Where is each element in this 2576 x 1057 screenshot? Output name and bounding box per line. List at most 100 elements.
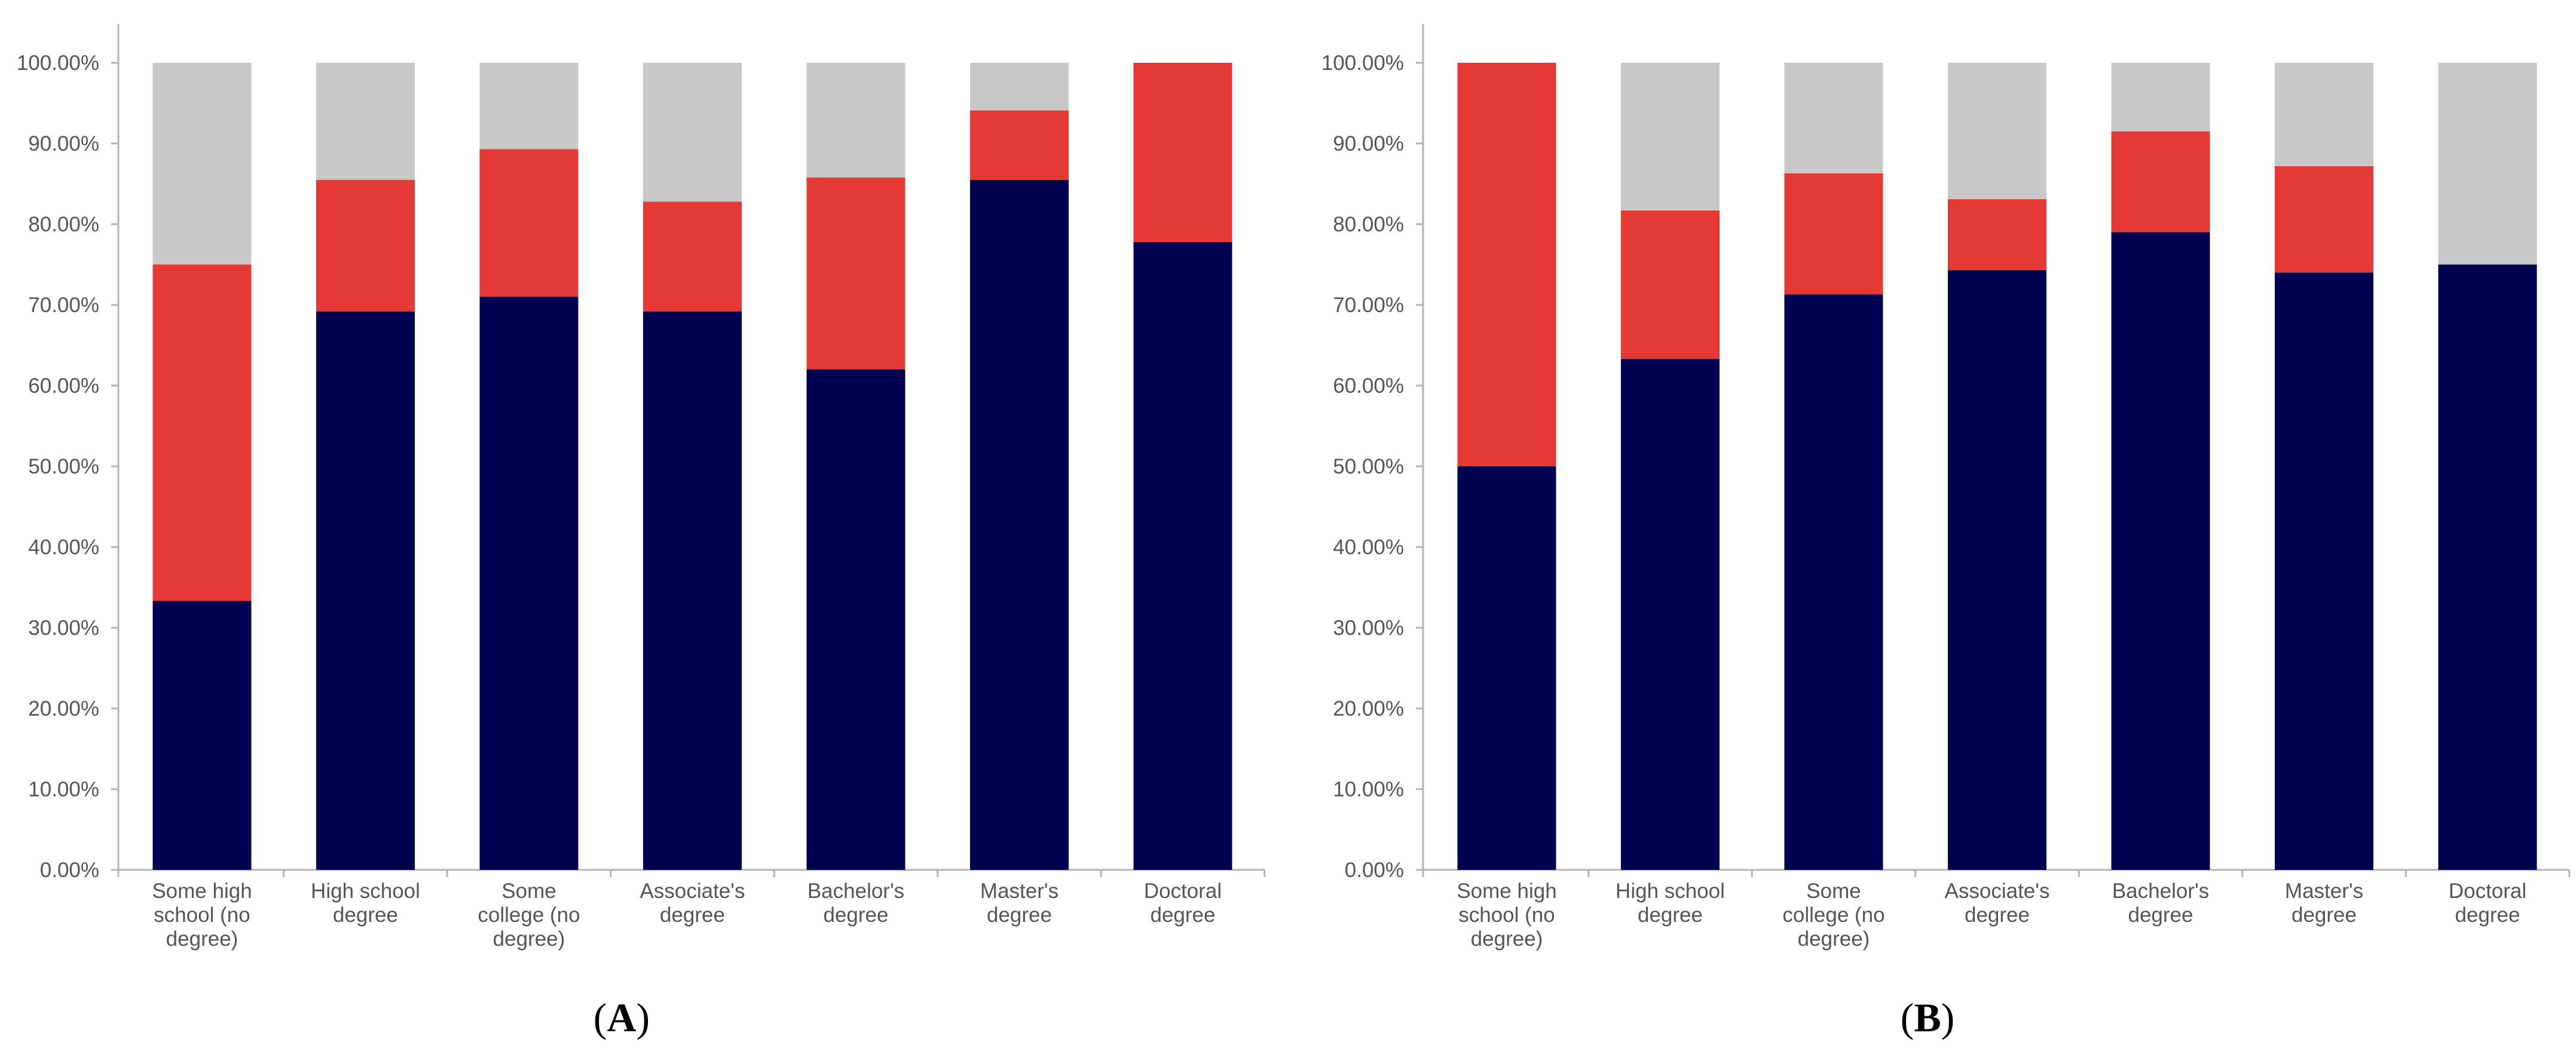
- panel-label: (A): [593, 995, 650, 1040]
- x-category-label: Master's degree: [2285, 879, 2363, 927]
- x-category-label: Associate's degree: [1945, 879, 2050, 927]
- y-tick-label: 50.00%: [1333, 455, 1404, 478]
- bar-segment-middle: [1948, 199, 2046, 270]
- y-tick-label: 70.00%: [28, 294, 99, 317]
- x-category-label-line: Some: [1806, 879, 1861, 903]
- bar-segment-middle: [643, 201, 742, 311]
- x-category-label-line: college (no: [478, 903, 580, 927]
- bar-segment-bottom: [1784, 294, 1883, 870]
- bar-segment-bottom: [1133, 242, 1232, 870]
- x-category-label-line: degree): [493, 927, 565, 951]
- bar-segment-bottom: [152, 601, 252, 870]
- bar-segment-top: [152, 63, 252, 265]
- bar-segment-top: [2111, 63, 2210, 132]
- x-category-label-line: Some high: [152, 879, 252, 903]
- bar-segment-bottom: [479, 297, 579, 870]
- bar-segment-top: [970, 63, 1069, 111]
- y-tick-label: 90.00%: [28, 132, 99, 155]
- x-category-label-line: degree): [1798, 927, 1870, 951]
- x-category-label-line: degree: [660, 903, 725, 927]
- y-tick-label: 80.00%: [1333, 213, 1404, 236]
- bar-segment-top: [2438, 63, 2537, 265]
- y-tick-label: 20.00%: [1333, 697, 1404, 720]
- bar-segment-top: [316, 63, 415, 180]
- x-category-label: Bachelor's degree: [807, 879, 904, 927]
- x-category-label: Some college (no degree): [1782, 879, 1884, 951]
- y-tick-label: 90.00%: [1333, 132, 1404, 155]
- x-category-label-line: Master's: [980, 879, 1058, 903]
- bar-segment-middle: [479, 149, 579, 297]
- x-category-label-line: degree: [824, 903, 889, 927]
- bar-segment-bottom: [2111, 232, 2210, 870]
- bar-segment-middle: [316, 179, 415, 311]
- x-category-label-line: school (no: [154, 903, 250, 927]
- bar-segment-bottom: [1457, 466, 1556, 870]
- bar-segment-top: [806, 63, 905, 178]
- x-category-label: Associate's degree: [640, 879, 745, 927]
- panel-label-letter: A: [607, 995, 636, 1040]
- bar-segment-top: [1784, 63, 1883, 173]
- bar-segment-top: [643, 63, 742, 202]
- x-category-label-line: Associate's: [640, 879, 745, 903]
- x-category-label-line: degree): [166, 927, 238, 951]
- x-category-label-line: Bachelor's: [2112, 879, 2209, 903]
- bar-segment-top: [1621, 63, 1720, 211]
- y-tick-label: 70.00%: [1333, 294, 1404, 317]
- panel-label-close: ): [1941, 995, 1955, 1040]
- bar-segment-bottom: [1621, 359, 1720, 870]
- y-tick-label: 0.00%: [1345, 859, 1404, 882]
- bar-segment-bottom: [1948, 270, 2046, 870]
- bar-segment-top: [1948, 63, 2046, 200]
- bar-segment-top: [2275, 63, 2373, 166]
- x-category-label-line: High school: [1616, 879, 1725, 903]
- y-tick-label: 60.00%: [28, 374, 99, 398]
- y-tick-label: 60.00%: [1333, 374, 1404, 398]
- x-category-label-line: degree: [2455, 903, 2520, 927]
- panel-label-close: ): [637, 995, 650, 1040]
- bar-segment-middle: [970, 110, 1069, 180]
- y-tick-label: 40.00%: [1333, 536, 1404, 559]
- x-category-label-line: Doctoral: [1144, 879, 1222, 903]
- bar-segment-bottom: [806, 369, 905, 870]
- x-category-label: High school degree: [1616, 879, 1725, 927]
- x-category-label-line: degree: [2128, 903, 2193, 927]
- y-tick-label: 10.00%: [28, 778, 99, 801]
- panel-label-open: (: [593, 995, 607, 1040]
- y-tick-label: 30.00%: [28, 616, 99, 640]
- panel-label: (B): [1901, 995, 1955, 1040]
- bar-segment-middle: [1133, 63, 1232, 242]
- x-category-label-line: Some high: [1457, 879, 1556, 903]
- x-category-label-line: school (no: [1458, 903, 1555, 927]
- y-tick-label: 30.00%: [1333, 616, 1404, 640]
- x-category-label: Bachelor's degree: [2112, 879, 2209, 927]
- x-category-label-line: degree): [1471, 927, 1543, 951]
- y-tick-label: 40.00%: [28, 536, 99, 559]
- x-category-label-line: degree: [1638, 903, 1703, 927]
- x-category-label-line: Master's: [2285, 879, 2363, 903]
- bar-segment-middle: [1621, 210, 1720, 359]
- x-category-label-line: Doctoral: [2449, 879, 2526, 903]
- y-tick-label: 50.00%: [28, 455, 99, 478]
- panel-label-letter: B: [1914, 995, 1941, 1040]
- y-tick-label: 0.00%: [40, 859, 99, 882]
- x-category-label: Some college (no degree): [478, 879, 580, 951]
- bar-segment-bottom: [970, 179, 1069, 870]
- x-category-label-line: degree: [987, 903, 1052, 927]
- bar-segment-middle: [1457, 63, 1556, 466]
- bar-segment-bottom: [2438, 264, 2537, 870]
- chart-panel-a: 0.00% 10.00% 20.00% 30.00% 40.00% 50.00% 60.00…: [17, 24, 1266, 1040]
- y-tick-label: 20.00%: [28, 697, 99, 720]
- bar-segment-bottom: [2275, 273, 2373, 870]
- x-category-label-line: High school: [311, 879, 420, 903]
- y-tick-label: 10.00%: [1333, 778, 1404, 801]
- x-category-label-line: Bachelor's: [807, 879, 904, 903]
- x-category-label-line: degree: [1151, 903, 1216, 927]
- bar-segment-middle: [152, 264, 252, 601]
- panel-label-open: (: [1901, 995, 1914, 1040]
- x-category-label: Some high school (no degree): [152, 879, 252, 951]
- x-category-label: Master's degree: [980, 879, 1058, 927]
- y-tick-label: 100.00%: [1321, 51, 1404, 75]
- bar-segment-bottom: [316, 311, 415, 870]
- y-tick-label: 80.00%: [28, 213, 99, 236]
